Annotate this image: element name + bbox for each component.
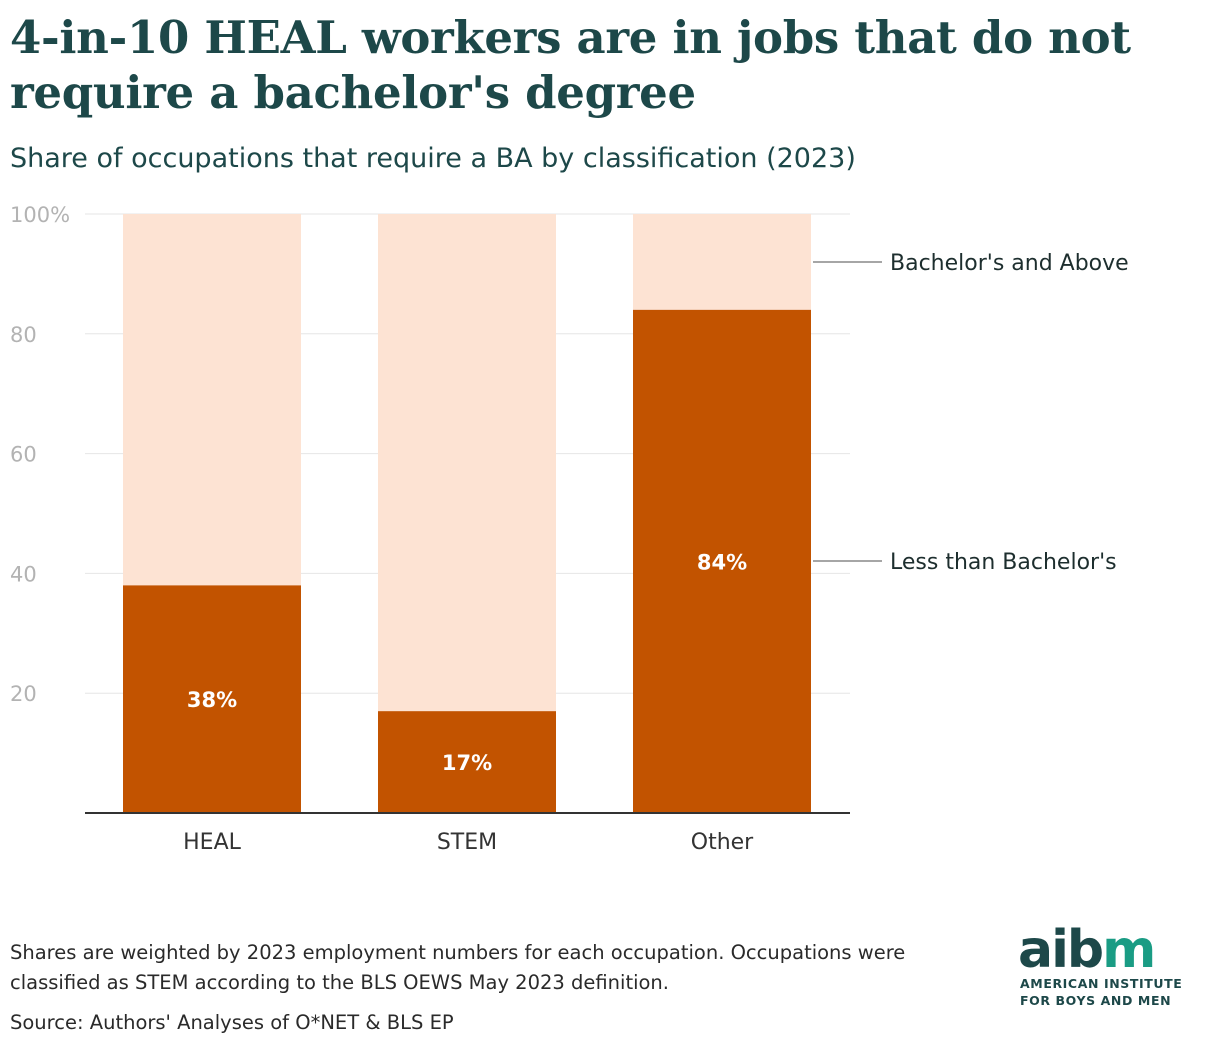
bar-less-than-bachelors-stem xyxy=(378,711,556,813)
bar-bachelors-and-above-other xyxy=(633,214,811,310)
bar-bachelors-and-above-stem xyxy=(378,214,556,712)
data-label-other: 84% xyxy=(697,550,747,574)
x-tick-label-other: Other xyxy=(691,830,754,855)
chart-subtitle: Share of occupations that require a BA b… xyxy=(10,143,856,174)
y-tick-label: 60 xyxy=(10,443,37,467)
data-label-heal: 38% xyxy=(187,688,237,712)
aibm-logo: aibm AMERICAN INSTITUTE FOR BOYS AND MEN xyxy=(1018,924,1198,1014)
stacked-bar-chart: 38% HEAL 17% STEM 84% Other 20 40 60 80 100% Bachel… xyxy=(10,203,1129,855)
logo-line-2: FOR BOYS AND MEN xyxy=(1020,993,1172,1008)
logo-wordmark: aibm xyxy=(1018,924,1156,976)
y-tick-label: 40 xyxy=(10,562,37,586)
x-tick-label-heal: HEAL xyxy=(183,830,241,855)
chart-title: 4-in-10 HEAL workers are in jobs that do… xyxy=(10,11,1131,119)
legend-less-than-bachelors-label: Less than Bachelor's xyxy=(890,550,1117,575)
x-tick-label-stem: STEM xyxy=(437,830,497,855)
data-label-stem: 17% xyxy=(442,751,492,775)
y-tick-label: 20 xyxy=(10,682,37,706)
bar-less-than-bachelors-other xyxy=(633,309,811,813)
legend-bachelors-and-above-label: Bachelor's and Above xyxy=(890,251,1129,276)
logo-line-1: AMERICAN INSTITUTE xyxy=(1020,976,1183,991)
source-note: Source: Authors' Analyses of O*NET & BLS… xyxy=(10,1011,454,1034)
logo-wordmark-accent: m xyxy=(1102,920,1156,980)
bar-less-than-bachelors-heal xyxy=(123,585,301,813)
bar-bachelors-and-above-heal xyxy=(123,214,301,586)
y-tick-label: 100% xyxy=(10,203,70,227)
y-tick-label: 80 xyxy=(10,323,37,347)
footnote: Shares are weighted by 2023 employment n… xyxy=(10,941,906,994)
logo-wordmark-part: aib xyxy=(1018,920,1104,980)
